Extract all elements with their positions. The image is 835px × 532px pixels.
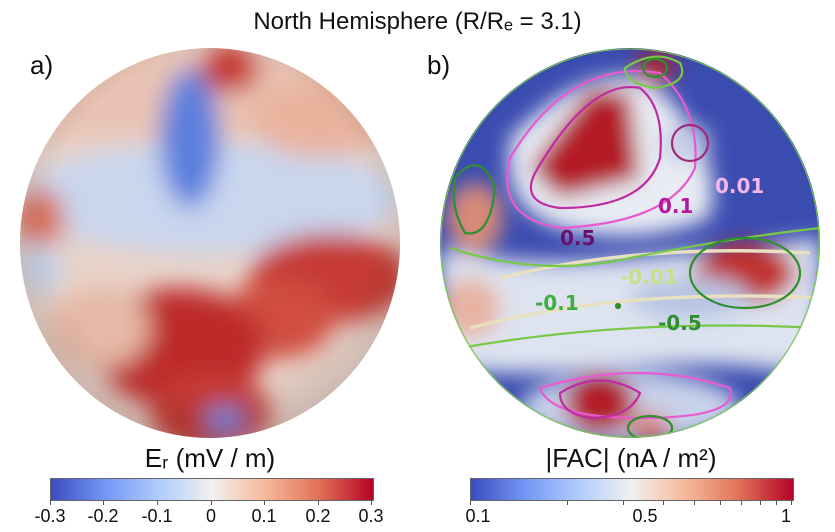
contour-label-0.1: 0.1 bbox=[658, 194, 693, 218]
figure-title: North Hemisphere (R/Rₑ = 3.1) bbox=[253, 8, 582, 35]
contour-label-0.5: 0.5 bbox=[560, 226, 595, 250]
colorbar-a-tick: -0.3 bbox=[34, 506, 66, 526]
colorbar-a-title: Eᵣ (mV / m) bbox=[144, 443, 276, 473]
colorbar-a bbox=[50, 478, 374, 501]
contour-label-neg0.5: -0.5 bbox=[658, 311, 702, 335]
colorbar-b-tick: 0.1 bbox=[465, 506, 491, 526]
contour-label-0.01: 0.01 bbox=[715, 174, 764, 198]
colorbar-a-tick: 0.3 bbox=[358, 506, 384, 526]
panel-b-label: b) bbox=[427, 50, 451, 80]
colorbar-b-ticks: 0.1 0.5 1 bbox=[465, 500, 792, 530]
sphere-b: 0.01 0.1 0.5 -0.01 -0.1 -0.5 bbox=[440, 48, 820, 438]
colorbar-a-tick: 0.2 bbox=[305, 506, 331, 526]
colorbar-b-title: |FAC| (nA / m²) bbox=[545, 443, 717, 473]
colorbar-b bbox=[470, 478, 794, 501]
colorbar-a-tick: 0 bbox=[205, 506, 217, 526]
colorbar-b-tick: 0.5 bbox=[632, 506, 658, 526]
colorbar-a-ticks: -0.3 -0.2 -0.1 0 0.1 0.2 0.3 bbox=[34, 500, 384, 530]
colorbar-b-tick: 1 bbox=[780, 506, 792, 526]
panel-a-label: a) bbox=[30, 50, 54, 80]
contour-label-neg0.01: -0.01 bbox=[620, 265, 678, 289]
colorbar-a-tick: -0.2 bbox=[87, 506, 119, 526]
colorbar-a-tick: 0.1 bbox=[251, 506, 277, 526]
contour-label-neg0.1: -0.1 bbox=[535, 291, 579, 315]
colorbar-a-tick: -0.1 bbox=[141, 506, 173, 526]
sphere-a bbox=[20, 48, 400, 438]
